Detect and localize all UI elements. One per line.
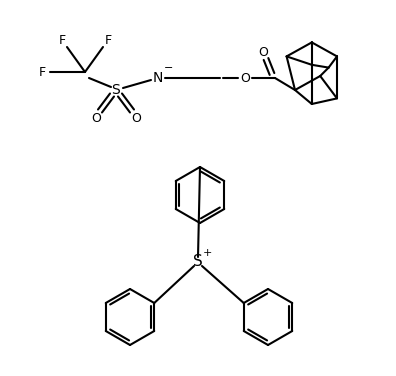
Text: F: F bbox=[38, 65, 46, 79]
Text: S: S bbox=[112, 83, 120, 97]
Text: O: O bbox=[258, 45, 268, 59]
Text: +: + bbox=[202, 248, 212, 258]
Text: O: O bbox=[240, 71, 250, 85]
Text: N: N bbox=[153, 71, 163, 85]
Text: S: S bbox=[193, 255, 203, 270]
Text: F: F bbox=[105, 33, 112, 47]
Text: F: F bbox=[59, 33, 66, 47]
Text: −: − bbox=[164, 63, 174, 73]
Text: O: O bbox=[91, 112, 101, 124]
Text: O: O bbox=[131, 112, 141, 124]
